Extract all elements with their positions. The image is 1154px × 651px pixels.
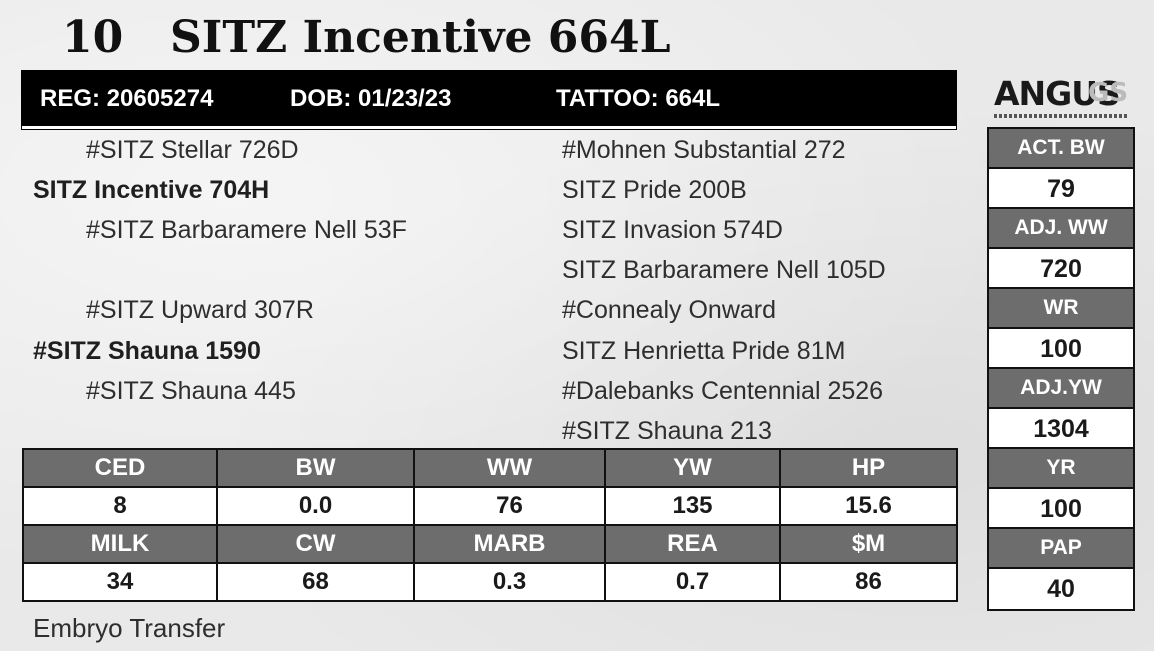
perf-label-yr: YR bbox=[989, 449, 1133, 489]
animal-name: SITZ Incentive 664L bbox=[170, 12, 671, 63]
pedigree-right-item: #Connealy Onward bbox=[562, 296, 777, 324]
registration-number: REG: 20605274 bbox=[40, 85, 214, 112]
epd-header-m: $M bbox=[779, 524, 958, 564]
angus-gs-logo: ANGUS GS bbox=[990, 74, 1140, 124]
pedigree-dam: #SITZ Shauna 1590 bbox=[33, 337, 261, 365]
pedigree-dam-dam: #SITZ Shauna 445 bbox=[86, 377, 296, 405]
epd-value-yw: 135 bbox=[604, 486, 781, 526]
perf-label-wr: WR bbox=[989, 289, 1133, 329]
pedigree-right-item: SITZ Barbaramere Nell 105D bbox=[562, 256, 886, 284]
epd-header-bw: BW bbox=[216, 448, 415, 488]
epd-value-milk: 34 bbox=[22, 562, 218, 602]
epd-header-ww: WW bbox=[413, 448, 606, 488]
epd-value-cw: 68 bbox=[216, 562, 415, 602]
pedigree-right-item: #Dalebanks Centennial 2526 bbox=[562, 377, 884, 405]
epd-value-hp: 15.6 bbox=[779, 486, 958, 526]
perf-value-pap: 40 bbox=[989, 569, 1133, 609]
epd-value-ww: 76 bbox=[413, 486, 606, 526]
epd-header-marb: MARB bbox=[413, 524, 606, 564]
pedigree-right-item: SITZ Pride 200B bbox=[562, 176, 747, 204]
logo-tagline-icon bbox=[994, 114, 1129, 118]
epd-header-cw: CW bbox=[216, 524, 415, 564]
pedigree-sire-sire: #SITZ Stellar 726D bbox=[86, 136, 299, 164]
epd-header-row: CED BW WW YW HP bbox=[22, 448, 958, 488]
epd-value-ced: 8 bbox=[22, 486, 218, 526]
epd-value-row: 8 0.0 76 135 15.6 bbox=[22, 486, 958, 526]
epd-header-rea: REA bbox=[604, 524, 781, 564]
perf-value-yr: 100 bbox=[989, 489, 1133, 529]
perf-value-adj-yw: 1304 bbox=[989, 409, 1133, 449]
epd-value-rea: 0.7 bbox=[604, 562, 781, 602]
epd-value-marb: 0.3 bbox=[413, 562, 606, 602]
performance-panel: ACT. BW 79 ADJ. WW 720 WR 100 ADJ.YW 130… bbox=[987, 127, 1135, 611]
perf-value-adj-ww: 720 bbox=[989, 249, 1133, 289]
epd-header-row: MILK CW MARB REA $M bbox=[22, 524, 958, 564]
pedigree-right-item: #SITZ Shauna 213 bbox=[562, 417, 772, 445]
date-of-birth: DOB: 01/23/23 bbox=[290, 85, 452, 112]
epd-value-row: 34 68 0.3 0.7 86 bbox=[22, 562, 958, 602]
pedigree-right-item: SITZ Invasion 574D bbox=[562, 216, 783, 244]
pedigree-sire-dam: #SITZ Barbaramere Nell 53F bbox=[86, 216, 407, 244]
perf-label-adj-ww: ADJ. WW bbox=[989, 209, 1133, 249]
perf-value-act-bw: 79 bbox=[989, 169, 1133, 209]
epd-header-hp: HP bbox=[779, 448, 958, 488]
epd-header-ced: CED bbox=[22, 448, 218, 488]
epd-table: CED BW WW YW HP 8 0.0 76 135 15.6 MILK C… bbox=[22, 448, 958, 602]
pedigree-right-item: SITZ Henrietta Pride 81M bbox=[562, 337, 846, 365]
perf-label-pap: PAP bbox=[989, 529, 1133, 569]
epd-header-yw: YW bbox=[604, 448, 781, 488]
perf-label-adj-yw: ADJ.YW bbox=[989, 369, 1133, 409]
logo-suffix: GS bbox=[1088, 78, 1129, 108]
pedigree-sire: SITZ Incentive 704H bbox=[33, 176, 270, 204]
footer-note: Embryo Transfer bbox=[33, 613, 226, 643]
perf-value-wr: 100 bbox=[989, 329, 1133, 369]
registration-bar: REG: 20605274 DOB: 01/23/23 TATTOO: 664L bbox=[21, 70, 957, 130]
epd-value-m: 86 bbox=[779, 562, 958, 602]
perf-label-act-bw: ACT. BW bbox=[989, 129, 1133, 169]
lot-number: 10 bbox=[62, 12, 124, 63]
page-title: 10 SITZ Incentive 664L bbox=[62, 8, 671, 68]
pedigree-dam-sire: #SITZ Upward 307R bbox=[86, 296, 314, 324]
epd-header-milk: MILK bbox=[22, 524, 218, 564]
tattoo: TATTOO: 664L bbox=[556, 85, 721, 112]
epd-value-bw: 0.0 bbox=[216, 486, 415, 526]
pedigree-right-item: #Mohnen Substantial 272 bbox=[562, 136, 846, 164]
logo-wordmark: ANGUS bbox=[994, 74, 1121, 113]
